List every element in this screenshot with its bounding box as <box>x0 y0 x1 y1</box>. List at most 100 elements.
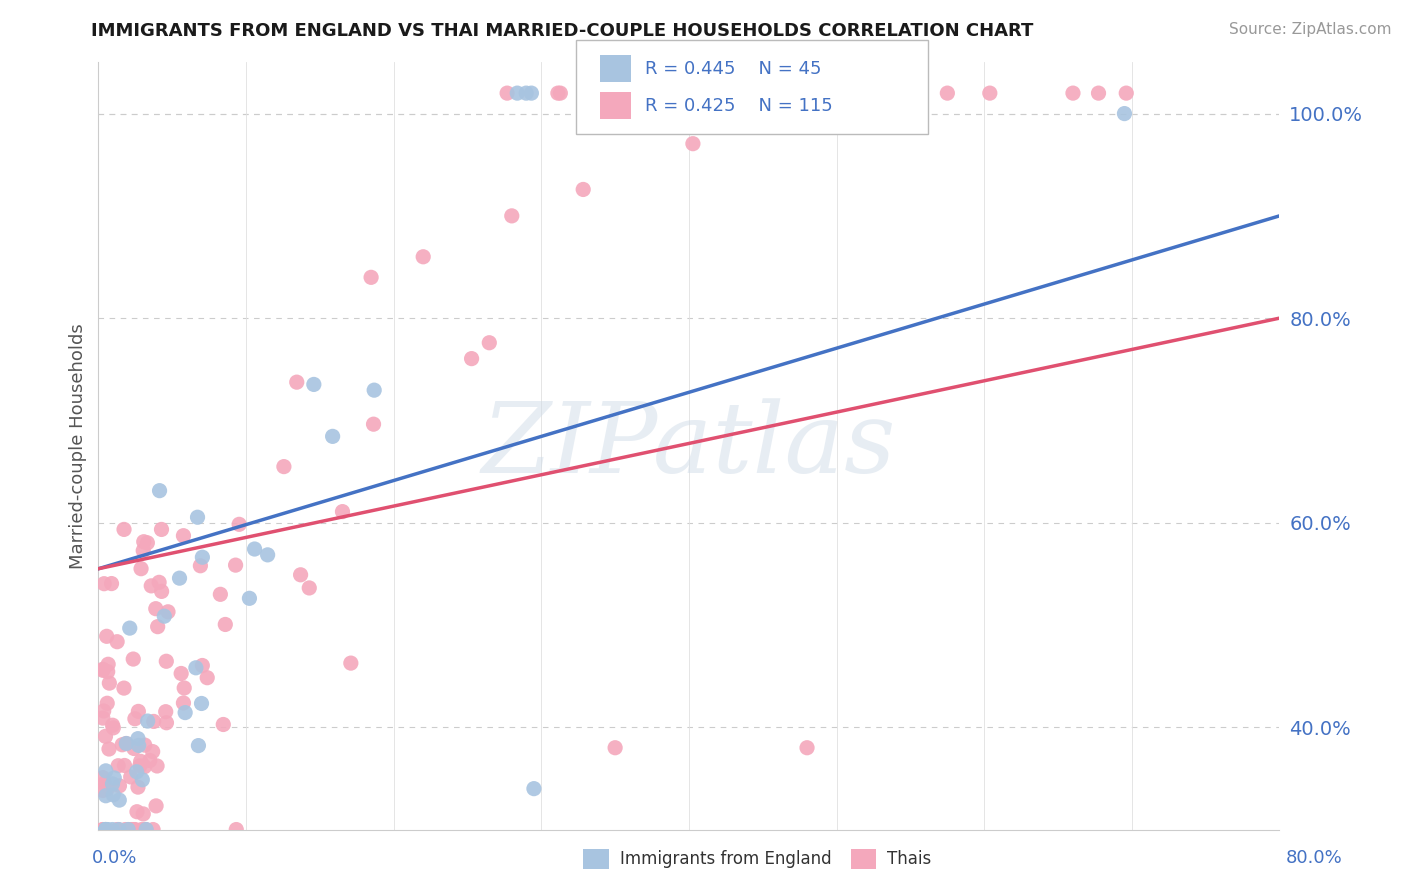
Point <box>155 654 177 668</box>
Point <box>228 517 250 532</box>
Point <box>122 741 145 756</box>
Point <box>97 657 120 672</box>
Point <box>98 742 121 756</box>
Point <box>1087 86 1109 100</box>
Point <box>603 86 626 100</box>
Point <box>191 658 214 673</box>
Point <box>290 567 312 582</box>
Text: Source: ZipAtlas.com: Source: ZipAtlas.com <box>1229 22 1392 37</box>
Point <box>94 789 117 803</box>
Point <box>363 383 385 397</box>
Point <box>96 782 118 797</box>
Point <box>129 755 152 769</box>
Point <box>146 620 169 634</box>
Point <box>682 136 704 151</box>
Point <box>125 805 148 819</box>
Point <box>659 86 682 100</box>
Point <box>696 86 718 100</box>
Point <box>741 86 763 100</box>
Point <box>187 739 209 753</box>
Point <box>91 711 114 725</box>
Point <box>96 696 118 710</box>
Point <box>91 783 114 797</box>
Point <box>100 576 122 591</box>
Text: IMMIGRANTS FROM ENGLAND VS THAI MARRIED-COUPLE HOUSEHOLDS CORRELATION CHART: IMMIGRANTS FROM ENGLAND VS THAI MARRIED-… <box>91 22 1033 40</box>
Point <box>882 86 904 100</box>
Point <box>105 634 128 648</box>
Point <box>128 739 150 753</box>
Point <box>132 534 155 549</box>
Point <box>136 536 159 550</box>
Point <box>212 717 235 731</box>
Point <box>97 822 120 837</box>
Point <box>132 543 155 558</box>
Point <box>332 505 354 519</box>
Point <box>93 704 115 718</box>
Point <box>142 822 165 837</box>
Text: ZIPatlas: ZIPatlas <box>482 399 896 493</box>
Text: Immigrants from England: Immigrants from England <box>620 850 832 868</box>
Point <box>91 662 114 676</box>
Point <box>118 621 141 635</box>
Point <box>112 523 135 537</box>
Point <box>122 652 145 666</box>
Point <box>117 822 139 837</box>
Point <box>96 629 118 643</box>
Point <box>1114 106 1136 120</box>
Point <box>150 523 173 537</box>
Point <box>121 822 143 837</box>
Point <box>101 718 124 732</box>
Text: R = 0.425    N = 115: R = 0.425 N = 115 <box>645 97 834 115</box>
Point <box>132 806 155 821</box>
Point <box>169 571 191 585</box>
Point <box>94 822 117 837</box>
Point <box>298 581 321 595</box>
Point <box>98 676 121 690</box>
Point <box>94 822 117 837</box>
Point <box>120 822 142 837</box>
Point <box>501 209 523 223</box>
Point <box>190 697 212 711</box>
Point <box>139 754 162 768</box>
Point <box>852 86 875 100</box>
Point <box>256 548 278 562</box>
Point <box>93 576 115 591</box>
Point <box>128 759 150 773</box>
Point <box>93 776 115 790</box>
Point <box>195 671 218 685</box>
Point <box>115 737 138 751</box>
Point <box>142 745 165 759</box>
Point <box>190 558 212 573</box>
Point <box>478 335 501 350</box>
Point <box>496 86 519 100</box>
Point <box>117 822 139 837</box>
Point <box>97 665 120 679</box>
Point <box>94 822 117 837</box>
Point <box>107 758 129 772</box>
Point <box>105 822 128 837</box>
Point <box>127 780 149 794</box>
Point <box>172 529 194 543</box>
Point <box>131 822 153 837</box>
Point <box>94 822 117 837</box>
Point <box>94 729 117 743</box>
Point <box>122 822 145 837</box>
Point <box>115 737 138 751</box>
Point <box>302 377 325 392</box>
Point <box>108 793 131 807</box>
Point <box>101 822 124 837</box>
Point <box>186 510 208 524</box>
Point <box>146 759 169 773</box>
Point <box>134 738 156 752</box>
Point <box>572 182 595 196</box>
Point <box>936 86 959 100</box>
Point <box>103 771 125 785</box>
Point <box>148 483 170 498</box>
Text: R = 0.445    N = 45: R = 0.445 N = 45 <box>645 60 823 78</box>
Y-axis label: Married-couple Households: Married-couple Households <box>69 323 87 569</box>
Point <box>112 681 135 695</box>
Point <box>150 584 173 599</box>
Point <box>94 764 117 778</box>
Point <box>1115 86 1137 100</box>
Point <box>506 86 529 100</box>
